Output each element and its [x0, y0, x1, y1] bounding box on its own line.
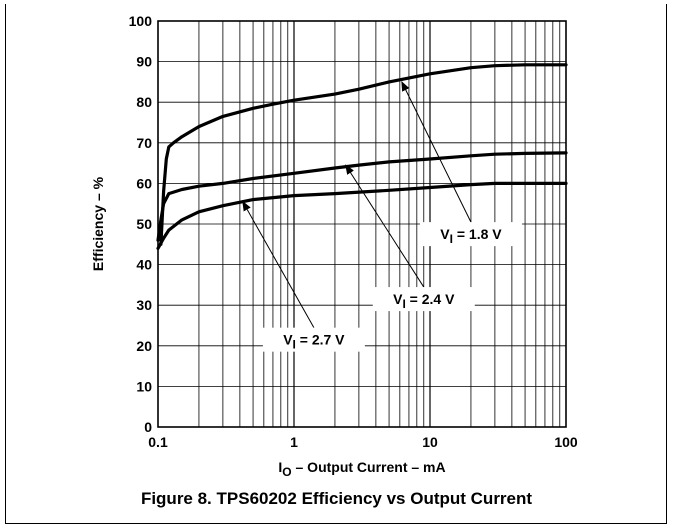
x-tick-label: 100: [554, 434, 578, 450]
series-label-vi18: VI = 1.8 V: [440, 226, 502, 246]
x-tick-label: 1: [290, 434, 298, 450]
series-line-vi18: [159, 63, 568, 246]
y-tick-label: 70: [136, 135, 152, 151]
annotation-arrow-vi18: [401, 81, 472, 223]
annotation-box-vi27: [262, 327, 365, 352]
x-axis-title: IO – Output Current – mA: [278, 459, 445, 479]
annotation-box-vi24: [372, 287, 475, 312]
series-label-vi24: VI = 2.4 V: [393, 291, 455, 311]
y-tick-label: 80: [136, 94, 152, 110]
x-tick-label: 10: [422, 434, 438, 450]
x-tick-label: 0.1: [148, 434, 168, 450]
y-tick-label: 60: [136, 175, 152, 191]
chart-frame: [5, 4, 667, 524]
y-tick-label: 40: [136, 257, 152, 273]
y-tick-label: 10: [136, 378, 152, 394]
y-tick-label: 90: [136, 54, 152, 70]
series-line-vi27: [156, 181, 568, 250]
y-tick-label: 30: [136, 297, 152, 313]
y-tick-label: 20: [136, 338, 152, 354]
series-label-vi27: VI = 2.7 V: [283, 332, 345, 352]
y-axis-title: Efficiency – %: [90, 176, 106, 271]
y-tick-label: 50: [136, 216, 152, 232]
annotation-arrow-vi24: [345, 164, 425, 288]
annotation-box-vi18: [419, 222, 522, 247]
figure-caption: Figure 8. TPS60202 Efficiency vs Output …: [140, 489, 533, 508]
y-tick-label: 0: [144, 419, 152, 435]
series-line-vi24: [156, 151, 568, 242]
plot-border: [157, 20, 567, 428]
y-tick-label: 100: [129, 13, 153, 29]
annotation-arrow-vi27: [242, 200, 315, 328]
